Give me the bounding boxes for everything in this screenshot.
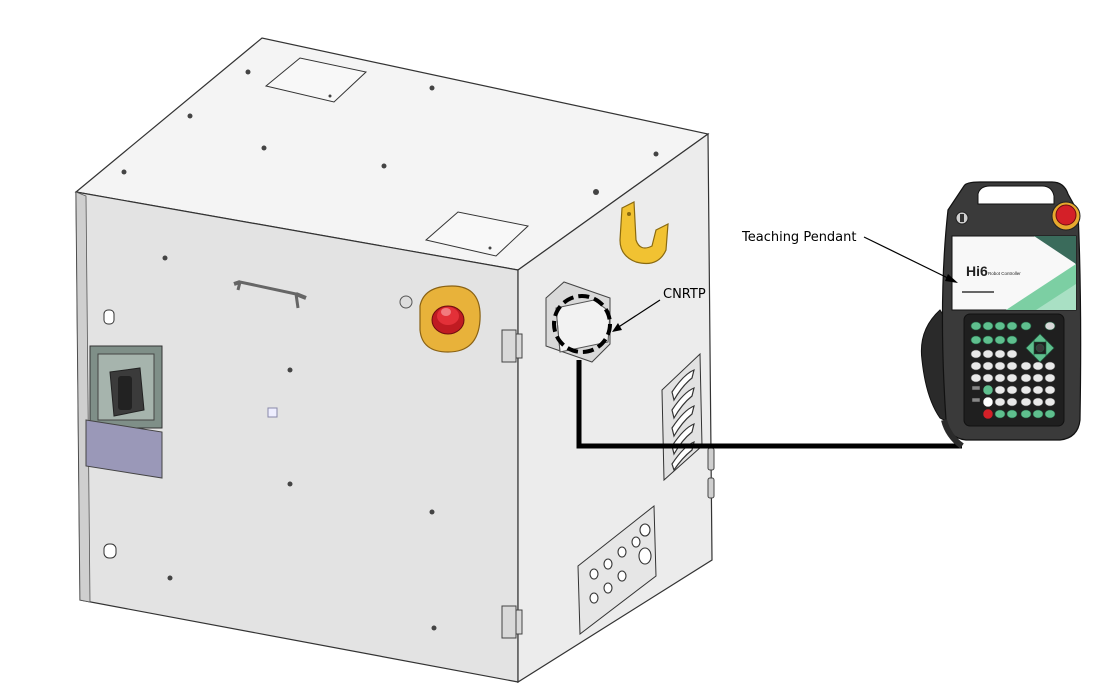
top-cover-plate bbox=[264, 57, 368, 103]
pendant-emergency-stop[interactable] bbox=[1051, 201, 1081, 231]
pendant-keypad bbox=[963, 313, 1065, 427]
callouts: Teaching Pendant CNRTP bbox=[612, 230, 958, 332]
side-connector-panel bbox=[577, 504, 657, 635]
pendant-subtitle: Robot Controller bbox=[988, 271, 1021, 276]
bottom-keys[interactable] bbox=[994, 409, 1056, 419]
arrow-pad[interactable] bbox=[1025, 333, 1055, 363]
top-cover-plate bbox=[424, 211, 530, 257]
connector-label: CNRTP bbox=[663, 287, 706, 302]
door-hinge bbox=[501, 329, 523, 639]
connector-arrowhead bbox=[612, 323, 622, 332]
main-power-switch[interactable] bbox=[89, 345, 163, 429]
controller-cabinet bbox=[74, 37, 715, 684]
function-keys[interactable] bbox=[970, 321, 1056, 345]
pendant-cable bbox=[576, 360, 962, 449]
screen-footer-text bbox=[962, 291, 994, 293]
small-marker bbox=[267, 407, 278, 418]
lock-slot bbox=[103, 543, 117, 559]
door-handle[interactable] bbox=[233, 280, 307, 309]
pendant-handle bbox=[977, 185, 1055, 205]
pendant-hanger-bracket bbox=[619, 201, 669, 265]
label-plate bbox=[85, 419, 163, 479]
top-screw-holes bbox=[121, 69, 659, 250]
key-switch-icon[interactable] bbox=[955, 211, 969, 225]
cabinet-door-edge bbox=[75, 191, 91, 603]
keypad-keys[interactable] bbox=[970, 349, 1056, 407]
teaching-pendant: Hi6 Robot Controller bbox=[920, 181, 1082, 449]
teaching-pendant-leader bbox=[863, 236, 957, 283]
status-keys[interactable] bbox=[971, 384, 994, 420]
pendant-cable-entry bbox=[941, 419, 964, 449]
cabinet-side bbox=[517, 132, 713, 684]
connector-leader bbox=[613, 299, 661, 331]
front-screw-holes bbox=[162, 255, 437, 631]
teaching-pendant-label: Teaching Pendant bbox=[741, 230, 857, 245]
pendant-screen: Hi6 Robot Controller bbox=[951, 235, 1077, 311]
side-fittings bbox=[707, 447, 715, 499]
teaching-pendant-arrowhead bbox=[945, 274, 958, 283]
pendant-brand: Hi6 bbox=[966, 263, 988, 279]
emergency-stop-button[interactable] bbox=[399, 285, 481, 353]
connector-highlight-circle bbox=[552, 294, 612, 354]
lock-slot bbox=[103, 309, 115, 325]
